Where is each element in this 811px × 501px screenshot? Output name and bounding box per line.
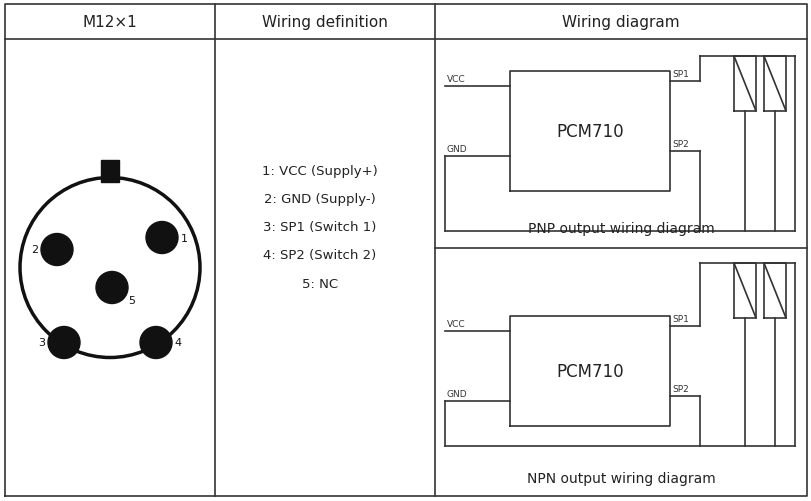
Text: 5: 5 [128, 295, 135, 305]
Text: 3: 3 [38, 338, 45, 348]
Text: SP1: SP1 [672, 70, 688, 79]
Circle shape [146, 222, 178, 254]
Text: Wiring definition: Wiring definition [262, 15, 388, 30]
Text: 5: NC: 5: NC [302, 277, 337, 290]
Text: 3: SP1 (Switch 1): 3: SP1 (Switch 1) [263, 221, 376, 234]
Text: 4: SP2 (Switch 2): 4: SP2 (Switch 2) [263, 249, 376, 262]
Text: Wiring diagram: Wiring diagram [561, 15, 679, 30]
Text: 2: 2 [32, 245, 38, 255]
Text: M12×1: M12×1 [83, 15, 137, 30]
Text: 4: 4 [174, 338, 182, 348]
Text: SP2: SP2 [672, 140, 688, 149]
Circle shape [96, 272, 128, 304]
Text: NPN output wiring diagram: NPN output wiring diagram [526, 471, 714, 485]
Text: 1: 1 [180, 233, 187, 243]
Bar [101, 160, 119, 182]
Text: PNP output wiring diagram: PNP output wiring diagram [527, 221, 714, 235]
Text: SP2: SP2 [672, 384, 688, 393]
Text: PCM710: PCM710 [556, 362, 623, 380]
Text: 2: GND (Supply-): 2: GND (Supply-) [264, 193, 375, 206]
Text: VCC: VCC [446, 319, 465, 328]
Text: GND: GND [446, 389, 467, 398]
Circle shape [48, 327, 80, 359]
Text: GND: GND [446, 145, 467, 154]
Text: 1: VCC (Supply+): 1: VCC (Supply+) [262, 165, 377, 178]
Text: SP1: SP1 [672, 314, 688, 323]
Text: PCM710: PCM710 [556, 123, 623, 141]
Circle shape [41, 234, 73, 266]
Text: VCC: VCC [446, 75, 465, 84]
Circle shape [139, 327, 172, 359]
